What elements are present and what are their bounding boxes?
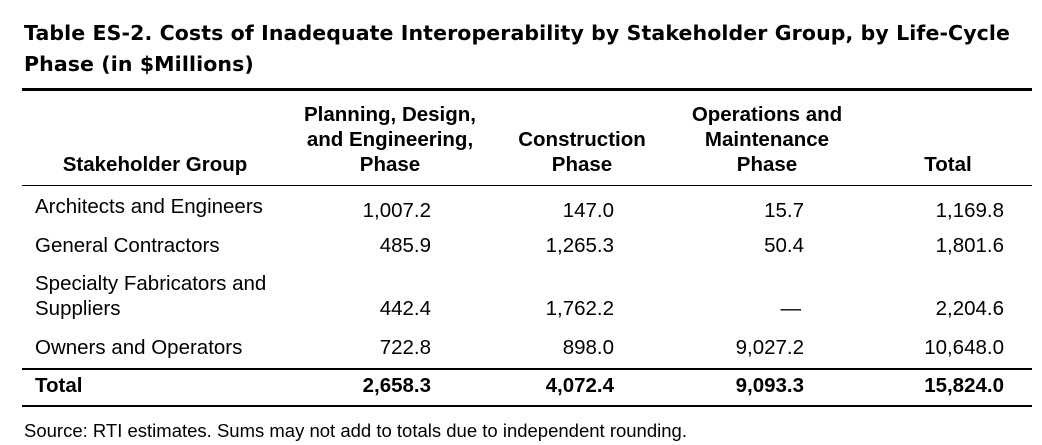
row-fabricators-planning: 442.4	[379, 297, 431, 320]
col-header-total: Total	[924, 153, 972, 176]
row-contractors-planning: 485.9	[379, 234, 431, 257]
bottom-rule	[22, 405, 1032, 407]
row-owners-total: 10,648.0	[924, 336, 1004, 359]
col-header-operations-line2: Maintenance	[704, 128, 830, 151]
row-fabricators-group-line2: Suppliers	[35, 297, 121, 320]
row-owners-planning: 722.8	[379, 336, 431, 359]
col-header-construction-line1: Construction	[518, 128, 646, 151]
row-fabricators-total: 2,204.6	[935, 297, 1004, 320]
col-header-planning-line2: and Engineering,	[306, 128, 474, 151]
row-fabricators-construction: 1,762.2	[545, 297, 614, 320]
col-header-operations-line1: Operations and	[691, 103, 843, 126]
col-header-planning-line3: Phase	[359, 153, 421, 176]
total-row-operations: 9,093.3	[735, 374, 804, 397]
col-header-operations-line3: Phase	[736, 153, 798, 176]
row-architects-operations: 15.7	[764, 199, 804, 222]
row-architects-planning: 1,007.2	[362, 199, 431, 222]
col-header-planning-line1: Planning, Design,	[304, 103, 476, 126]
col-header-operations: Operations and Maintenance Phase	[672, 102, 862, 177]
row-owners-operations: 9,027.2	[735, 336, 804, 359]
row-architects-group: Architects and Engineers	[35, 195, 263, 218]
row-contractors-construction: 1,265.3	[545, 234, 614, 257]
header-rule	[22, 185, 1032, 186]
col-header-planning: Planning, Design, and Engineering, Phase	[285, 102, 495, 177]
total-rule	[22, 368, 1032, 370]
total-row-construction: 4,072.4	[545, 374, 614, 397]
row-architects-total: 1,169.8	[935, 199, 1004, 222]
row-contractors-group: General Contractors	[35, 234, 220, 257]
row-owners-construction: 898.0	[562, 336, 614, 359]
total-row-total: 15,824.0	[924, 374, 1004, 397]
table-title: Table ES-2. Costs of Inadequate Interope…	[24, 21, 1011, 76]
source-note: Source: RTI estimates. Sums may not add …	[24, 420, 687, 441]
top-rule	[22, 88, 1032, 91]
row-architects-construction: 147.0	[562, 199, 614, 222]
total-row-planning: 2,658.3	[362, 374, 431, 397]
col-header-construction: Construction Phase	[497, 127, 667, 177]
row-contractors-total: 1,801.6	[935, 234, 1004, 257]
row-owners-group: Owners and Operators	[35, 336, 243, 359]
row-contractors-operations: 50.4	[764, 234, 804, 257]
row-fabricators-operations: —	[780, 297, 802, 320]
total-row-label: Total	[35, 374, 83, 397]
col-header-stakeholder-group: Stakeholder Group	[62, 153, 248, 176]
row-fabricators-group-line1: Specialty Fabricators and	[35, 272, 267, 295]
col-header-construction-line2: Phase	[551, 153, 613, 176]
